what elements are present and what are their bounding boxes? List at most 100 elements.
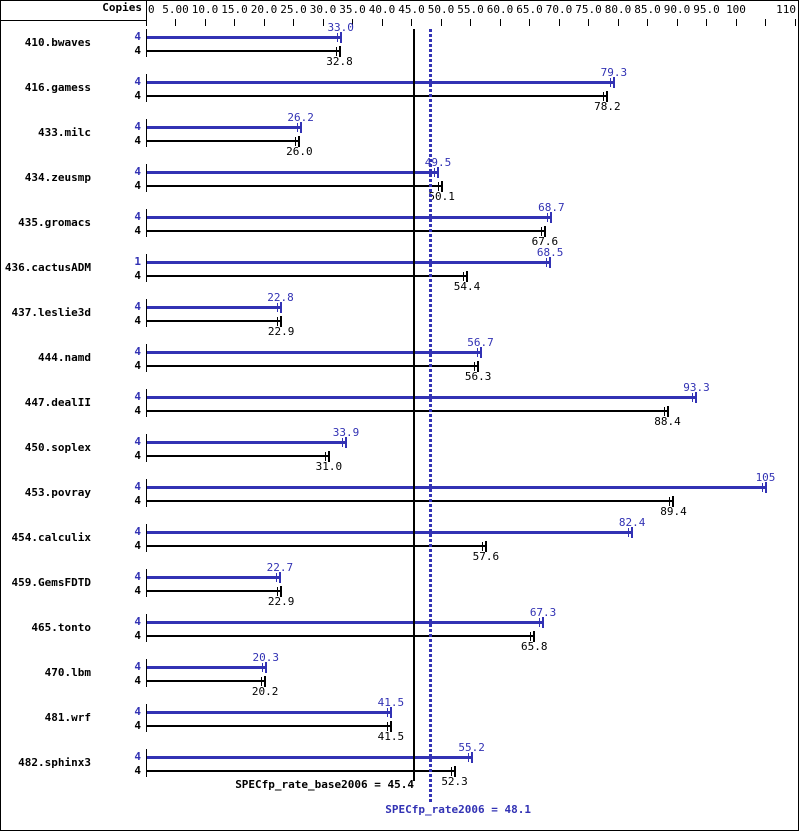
peak-bar (147, 441, 347, 444)
base-value-label: 65.8 (520, 640, 548, 653)
peak-copies: 4 (134, 300, 141, 313)
axis-tick-label: 95.0 (693, 3, 720, 16)
peak-copies: 4 (134, 570, 141, 583)
peak-result-label: SPECfp_rate2006 = 48.1 (385, 803, 531, 816)
peak-bar-run-tick (386, 708, 388, 717)
base-mean-line (412, 29, 415, 781)
axis-tick (293, 19, 294, 26)
benchmark-label: 454.calculix (11, 531, 91, 544)
base-copies: 4 (134, 584, 141, 597)
axis-tick-label: 80.0 (604, 3, 632, 16)
axis-tick-label: 70.0 (545, 3, 573, 16)
base-bar-end-tick (543, 226, 546, 237)
peak-bar-end-tick (437, 167, 440, 178)
benchmark-label: 437.leslie3d (11, 306, 91, 319)
peak-bar-run-tick (467, 753, 469, 762)
peak-bar (147, 261, 552, 264)
peak-bar-run-tick (692, 393, 694, 402)
peak-value-label: 68.5 (536, 246, 564, 259)
base-copies: 4 (134, 674, 141, 687)
base-value-label: 54.4 (453, 280, 481, 293)
base-bar-run-tick (669, 497, 671, 506)
peak-copies: 4 (134, 210, 141, 223)
peak-copies: 4 (134, 705, 141, 718)
base-value-label: 52.3 (441, 775, 468, 788)
peak-copies: 1 (134, 255, 141, 268)
peak-value-label: 67.3 (529, 606, 557, 619)
base-bar-end-tick (672, 496, 675, 507)
peak-bar (147, 576, 281, 579)
axis-tick-label: 10.0 (191, 3, 219, 16)
benchmark-label: 450.soplex (24, 441, 91, 454)
axis-tick (204, 19, 206, 26)
axis-tick (558, 19, 560, 26)
axis-tick (735, 19, 737, 26)
base-bar (147, 50, 341, 52)
base-bar-run-tick (437, 182, 439, 191)
base-bar-run-tick (530, 632, 532, 641)
base-copies: 4 (134, 404, 141, 417)
peak-bar (147, 81, 615, 84)
base-value-label: 41.5 (377, 730, 405, 743)
base-value-label: 31.0 (315, 460, 343, 473)
base-copies: 4 (134, 224, 141, 237)
peak-bar-run-tick (276, 303, 278, 312)
axis-tick (175, 19, 176, 26)
peak-copies: 4 (134, 120, 141, 133)
base-copies: 4 (134, 359, 141, 372)
peak-bar-run-tick (539, 618, 541, 627)
axis-tick-label: 15.0 (221, 3, 248, 16)
base-value-label: 56.3 (464, 370, 492, 383)
peak-copies: 4 (134, 30, 141, 43)
base-bar-end-tick (666, 406, 669, 417)
peak-value-label: 20.3 (252, 651, 280, 664)
peak-bar-end-tick (345, 437, 347, 448)
axis-tick-label: 30.0 (309, 3, 337, 16)
base-bar-end-tick (280, 586, 283, 597)
base-bar (147, 590, 283, 592)
peak-value-label: 56.7 (467, 336, 494, 349)
base-result-label: SPECfp_rate_base2006 = 45.4 (235, 778, 414, 791)
peak-value-label: 41.5 (377, 696, 405, 709)
base-bar-end-tick (533, 631, 536, 642)
row-bracket (146, 164, 147, 192)
axis-tick (647, 19, 648, 26)
axis-tick-label: 110 (776, 3, 796, 16)
base-copies: 4 (134, 269, 141, 282)
axis-tick (794, 19, 796, 26)
base-bar-end-tick (606, 91, 609, 102)
peak-value-label: 55.2 (458, 741, 485, 754)
peak-bar-end-tick (549, 257, 552, 268)
benchmark-label: 470.lbm (44, 666, 91, 679)
peak-bar (147, 396, 698, 399)
base-copies: 4 (134, 134, 141, 147)
base-copies: 4 (134, 719, 141, 732)
benchmark-label: 444.namd (38, 351, 91, 364)
peak-bar-run-tick (261, 663, 263, 672)
base-bar-end-tick (298, 136, 301, 147)
peak-bar (147, 306, 282, 309)
base-value-label: 50.1 (428, 190, 455, 203)
peak-copies: 4 (134, 390, 141, 403)
base-bar-end-tick (484, 541, 487, 552)
peak-value-label: 33.9 (332, 426, 360, 439)
peak-copies: 4 (134, 750, 141, 763)
base-bar-end-tick (453, 766, 456, 777)
axis-tick-label: 100 (726, 3, 746, 16)
axis-tick (617, 19, 619, 26)
peak-bar-run-tick (761, 483, 763, 492)
axis-tick (145, 19, 147, 26)
base-bar-end-tick (280, 316, 283, 327)
peak-value-label: 26.2 (287, 111, 314, 124)
benchmark-label: 435.gromacs (18, 216, 91, 229)
base-bar-run-tick (603, 92, 605, 101)
axis-tick-label: 60.0 (486, 3, 514, 16)
axis-tick-label: 5.00 (162, 3, 189, 16)
base-bar (147, 230, 546, 232)
peak-bar-end-tick (278, 572, 281, 583)
base-copies: 4 (134, 314, 141, 327)
peak-bar-run-tick (546, 258, 548, 267)
base-copies: 4 (134, 179, 141, 192)
peak-bar (147, 126, 302, 129)
axis-tick-label: 20.0 (250, 3, 278, 16)
